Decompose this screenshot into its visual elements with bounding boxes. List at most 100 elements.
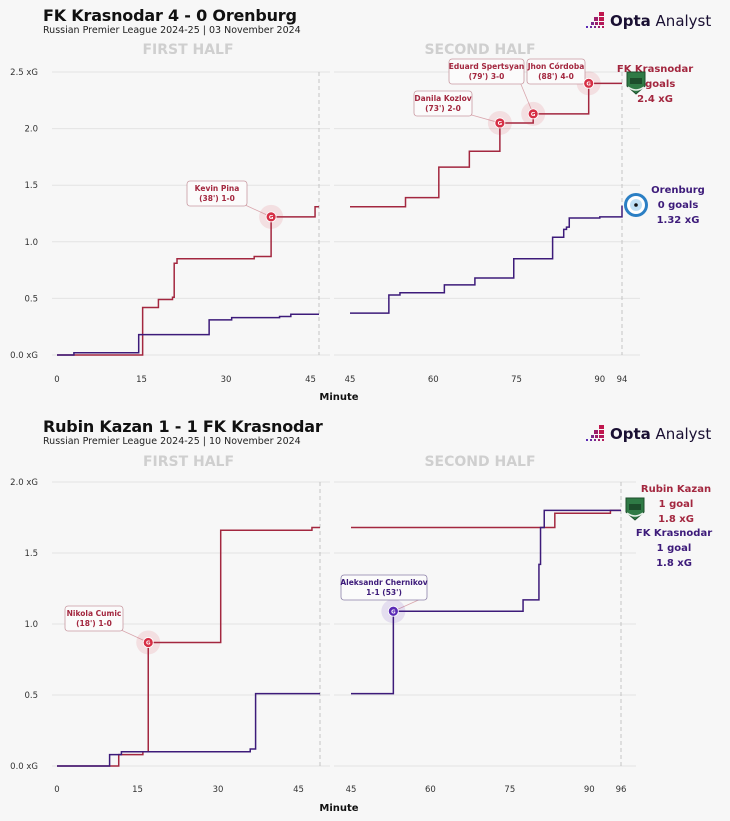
xg-line-first-half-0 bbox=[57, 526, 320, 767]
y-tick-label: 2.0 xG bbox=[10, 478, 38, 488]
annotation-connector bbox=[467, 113, 500, 124]
scorer-name: Danila Kozlov bbox=[414, 94, 471, 103]
opta-logo-icon bbox=[586, 425, 604, 441]
team-label: Rubin Kazan 1 goal 1.8 xG bbox=[625, 484, 711, 525]
scorer-name: Eduard Spertsyan bbox=[449, 62, 524, 71]
x-tick-label: 15 bbox=[136, 375, 147, 385]
xg-line-first-half-0 bbox=[57, 205, 319, 356]
x-tick-label: 94 bbox=[617, 375, 628, 385]
annotation-box bbox=[413, 90, 473, 117]
team-goals: 4 goals bbox=[635, 79, 676, 90]
y-tick-label: 2.5 xG bbox=[10, 68, 38, 78]
goal-marker-letter: G bbox=[498, 121, 503, 127]
x-tick-label: 90 bbox=[584, 785, 595, 795]
scorer-name: Aleksandr Chernikov bbox=[340, 578, 427, 587]
x-tick-label: 15 bbox=[132, 785, 143, 795]
crest-ball bbox=[634, 203, 638, 207]
goal-marker-icon bbox=[387, 605, 399, 617]
second-half-label: SECOND HALF bbox=[424, 454, 535, 470]
chart-title: Rubin Kazan 1 - 1 FK Krasnodar bbox=[43, 417, 323, 436]
team-xg: 1.32 xG bbox=[657, 215, 700, 226]
krasnodar-crest-icon bbox=[626, 71, 646, 95]
team-label: FK Krasnodar 4 goals 2.4 xG bbox=[617, 64, 693, 105]
x-axis-title: Minute bbox=[319, 803, 358, 814]
goal-annotation: Danila Kozlov(73') 2-0 G bbox=[413, 90, 512, 135]
goal-detail: (38') 1-0 bbox=[199, 194, 235, 203]
team-xg: 2.4 xG bbox=[637, 94, 673, 105]
goal-annotation: Eduard Spertsyan(79') 3-0 G bbox=[448, 58, 546, 126]
x-tick-label: 45 bbox=[305, 375, 316, 385]
first-half-label: FIRST HALF bbox=[143, 454, 234, 470]
x-tick-label: 96 bbox=[616, 785, 627, 795]
team-xg: 1.8 xG bbox=[658, 514, 694, 525]
goal-annotation: Jhon Córdoba(88') 4-0 G bbox=[526, 58, 601, 96]
team-goals: 1 goal bbox=[659, 499, 694, 510]
second-half-label: SECOND HALF bbox=[424, 42, 535, 58]
chart-panel-krasnodar-orenburg: 0.0 xG 0.5 1.0 1.5 2.0 2.5 xG FIRST HALF SECOND… bbox=[0, 0, 730, 410]
y-tick-label: 2.0 bbox=[24, 125, 38, 135]
xg-line-second-half-1 bbox=[351, 509, 621, 695]
orenburg-crest-icon bbox=[624, 193, 648, 217]
x-tick-label: 0 bbox=[54, 785, 59, 795]
goal-detail: (18') 1-0 bbox=[76, 619, 112, 628]
y-tick-label: 0.5 bbox=[24, 294, 38, 304]
xg-line-second-half-1 bbox=[350, 205, 623, 314]
x-tick-label: 0 bbox=[54, 375, 59, 385]
x-tick-label: 60 bbox=[428, 375, 439, 385]
y-tick-label: 1.5 bbox=[24, 549, 38, 559]
team-name: FK Krasnodar bbox=[617, 64, 693, 75]
x-tick-label: 30 bbox=[221, 375, 232, 385]
crest-ball bbox=[626, 512, 644, 517]
crest-ball bbox=[627, 86, 645, 91]
goal-marker-letter: G bbox=[531, 112, 536, 118]
annotation-connector bbox=[519, 81, 534, 115]
annotation-box bbox=[448, 58, 525, 85]
goal-marker-icon bbox=[265, 211, 277, 223]
goal-marker-letter: G bbox=[391, 609, 396, 615]
goal-marker-icon bbox=[583, 77, 595, 89]
team-goals: 0 goals bbox=[658, 200, 699, 211]
logo-text: Opta Analyst bbox=[610, 12, 712, 30]
team-label: FK Krasnodar 1 goal 1.8 xG bbox=[636, 528, 712, 569]
logo-text: Opta Analyst bbox=[610, 425, 712, 443]
chart-subtitle: Russian Premier League 2024-25 | 03 Nove… bbox=[43, 25, 301, 36]
goal-detail: (79') 3-0 bbox=[469, 72, 505, 81]
chart-subtitle: Russian Premier League 2024-25 | 10 Nove… bbox=[43, 436, 301, 447]
x-tick-label: 60 bbox=[425, 785, 436, 795]
annotation-box bbox=[526, 58, 586, 85]
team-name: Rubin Kazan bbox=[641, 484, 711, 495]
opta-analyst-logo: Opta Analyst bbox=[585, 425, 711, 443]
goal-annotation: Kevin Pina(38') 1-0 G bbox=[186, 180, 284, 229]
x-axis-title: Minute bbox=[319, 392, 358, 403]
crest-band bbox=[629, 504, 641, 510]
y-tick-label: 1.0 bbox=[24, 238, 38, 248]
team-name: FK Krasnodar bbox=[636, 528, 712, 539]
xg-line-first-half-1 bbox=[57, 692, 320, 767]
goal-detail: 1-1 (53') bbox=[366, 588, 402, 597]
xg-line-second-half-0 bbox=[351, 509, 621, 529]
goal-detail: (88') 4-0 bbox=[538, 72, 574, 81]
xg-line-first-half-1 bbox=[57, 313, 319, 356]
goal-marker-letter: G bbox=[586, 82, 591, 88]
goal-annotation: Nikola Cumic(18') 1-0 G bbox=[64, 605, 161, 655]
krasnodar-crest-icon bbox=[625, 497, 645, 521]
team-name: Orenburg bbox=[651, 185, 705, 196]
x-tick-label: 30 bbox=[213, 785, 224, 795]
goal-marker-letter: G bbox=[146, 641, 151, 647]
y-tick-label: 0.5 bbox=[24, 691, 38, 701]
annotation-box bbox=[64, 605, 124, 632]
opta-analyst-logo: Opta Analyst bbox=[585, 12, 711, 30]
xg-chart-1: 0.0 xG 0.5 1.0 1.5 2.0 2.5 xG FIRST HALF SECOND… bbox=[10, 42, 705, 403]
x-tick-label: 75 bbox=[504, 785, 515, 795]
xg-chart-2: 0.0 xG 0.5 1.0 1.5 2.0 xG FIRST HALF SECOND HA… bbox=[10, 454, 712, 814]
xg-line-second-half-0 bbox=[350, 82, 622, 208]
scorer-name: Jhon Córdoba bbox=[527, 62, 585, 71]
goal-marker-icon bbox=[142, 637, 154, 648]
first-half-label: FIRST HALF bbox=[142, 42, 233, 58]
crest-band bbox=[630, 78, 642, 84]
y-tick-label: 0.0 xG bbox=[10, 351, 38, 361]
x-tick-label: 45 bbox=[346, 785, 357, 795]
scorer-name: Kevin Pina bbox=[195, 184, 240, 193]
team-goals: 1 goal bbox=[657, 543, 692, 554]
